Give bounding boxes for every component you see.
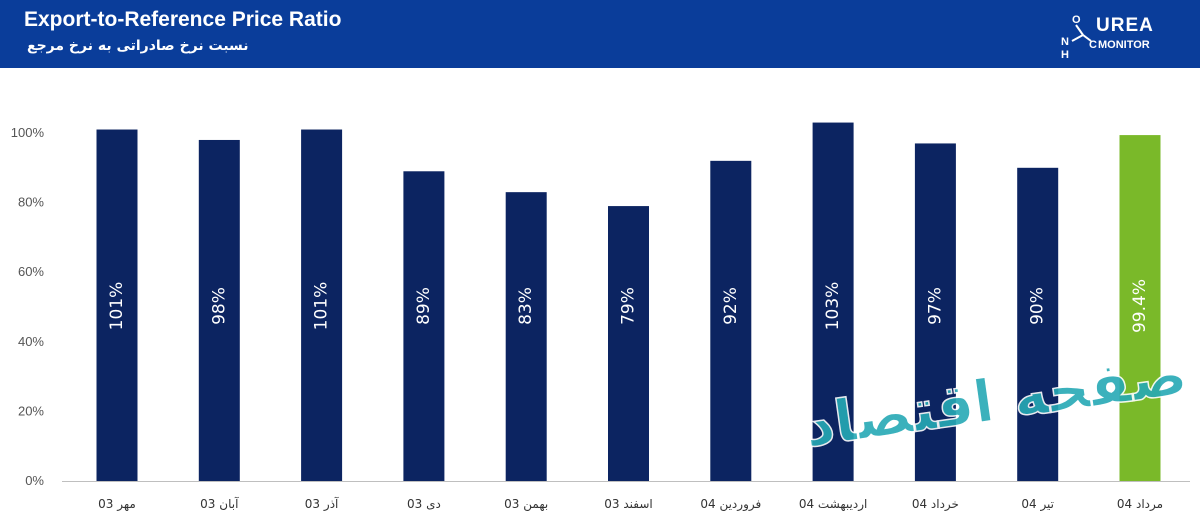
bar-data-label: 103% xyxy=(823,282,843,331)
y-tick-label: 20% xyxy=(18,403,44,418)
x-tick-label: اسفند 03 xyxy=(604,497,652,511)
x-tick-label: آبان 03 xyxy=(200,496,239,511)
x-axis: مهر 03 آبان 03 آذر 03 دی 03 بهمن 03 اسفند 03 ف… xyxy=(98,496,1163,512)
bar-data-label: 101% xyxy=(312,282,332,331)
y-tick-label: 100% xyxy=(11,125,45,140)
x-tick-label: اردیبهشت 04 xyxy=(799,497,868,512)
chart-header: Export-to-Reference Price Ratio نسبت نرخ… xyxy=(0,0,1200,68)
bar-data-label: 83% xyxy=(516,287,536,325)
chart-subtitle: نسبت نرخ صادراتی به نرخ مرجع xyxy=(27,38,249,54)
bars-group: 101% 98% 101% 89% 83% 79% 92% 103% 97% 90% 99.4% xyxy=(96,122,1161,482)
bar-data-label: 92% xyxy=(721,287,741,325)
y-tick-label: 80% xyxy=(18,195,44,210)
bar xyxy=(403,171,445,481)
bar xyxy=(96,129,138,481)
bar xyxy=(608,206,649,481)
logo-letter-h: H xyxy=(1061,49,1069,61)
logo-letter-o: O xyxy=(1072,14,1081,26)
urea-monitor-logo: O N H C UREA MONITOR xyxy=(1058,8,1193,62)
logo-word-urea: UREA xyxy=(1096,15,1154,36)
bar xyxy=(812,122,854,481)
bar xyxy=(914,143,956,481)
bar-data-label: 99.4% xyxy=(1130,279,1150,333)
x-tick-label: بهمن 03 xyxy=(504,497,548,512)
x-tick-label: دی 03 xyxy=(407,497,441,511)
bar-data-label: 79% xyxy=(619,287,639,325)
bar-data-label: 89% xyxy=(414,287,434,325)
y-tick-label: 40% xyxy=(18,334,44,349)
bar xyxy=(1017,167,1059,482)
bar xyxy=(301,129,343,481)
logo-letter-n: N xyxy=(1061,36,1069,48)
x-tick-label: مهر 03 xyxy=(98,497,136,512)
logo-word-monitor: MONITOR xyxy=(1098,39,1150,51)
x-tick-label: تیر 04 xyxy=(1021,497,1054,512)
logo-letter-c: C xyxy=(1089,39,1097,51)
bar-data-label: 90% xyxy=(1028,287,1048,325)
y-axis: 0% 20% 40% 60% 80% 100% xyxy=(11,125,45,488)
bar-data-label: 97% xyxy=(925,287,945,325)
bar xyxy=(1119,135,1161,481)
bar-data-label: 101% xyxy=(107,282,127,331)
y-tick-label: 0% xyxy=(25,473,44,488)
x-tick-label: آذر 03 xyxy=(305,496,339,512)
y-tick-label: 60% xyxy=(18,264,44,279)
bar xyxy=(198,139,240,481)
molecule-icon: O N H C xyxy=(1061,14,1097,61)
watermark-logo: صفحه اقتصاد xyxy=(799,339,1192,492)
chart-title: Export-to-Reference Price Ratio xyxy=(24,8,342,31)
x-tick-label: فروردین 04 xyxy=(700,497,761,512)
bar xyxy=(710,160,752,481)
bar-data-label: 98% xyxy=(209,287,229,325)
bar-chart: 0% 20% 40% 60% 80% 100% 101% 98% 101% 89% 83% 79% 9… xyxy=(11,122,1190,512)
x-tick-label: مرداد 04 xyxy=(1117,497,1163,512)
x-tick-label: خرداد 04 xyxy=(912,497,959,512)
bar xyxy=(505,192,547,481)
